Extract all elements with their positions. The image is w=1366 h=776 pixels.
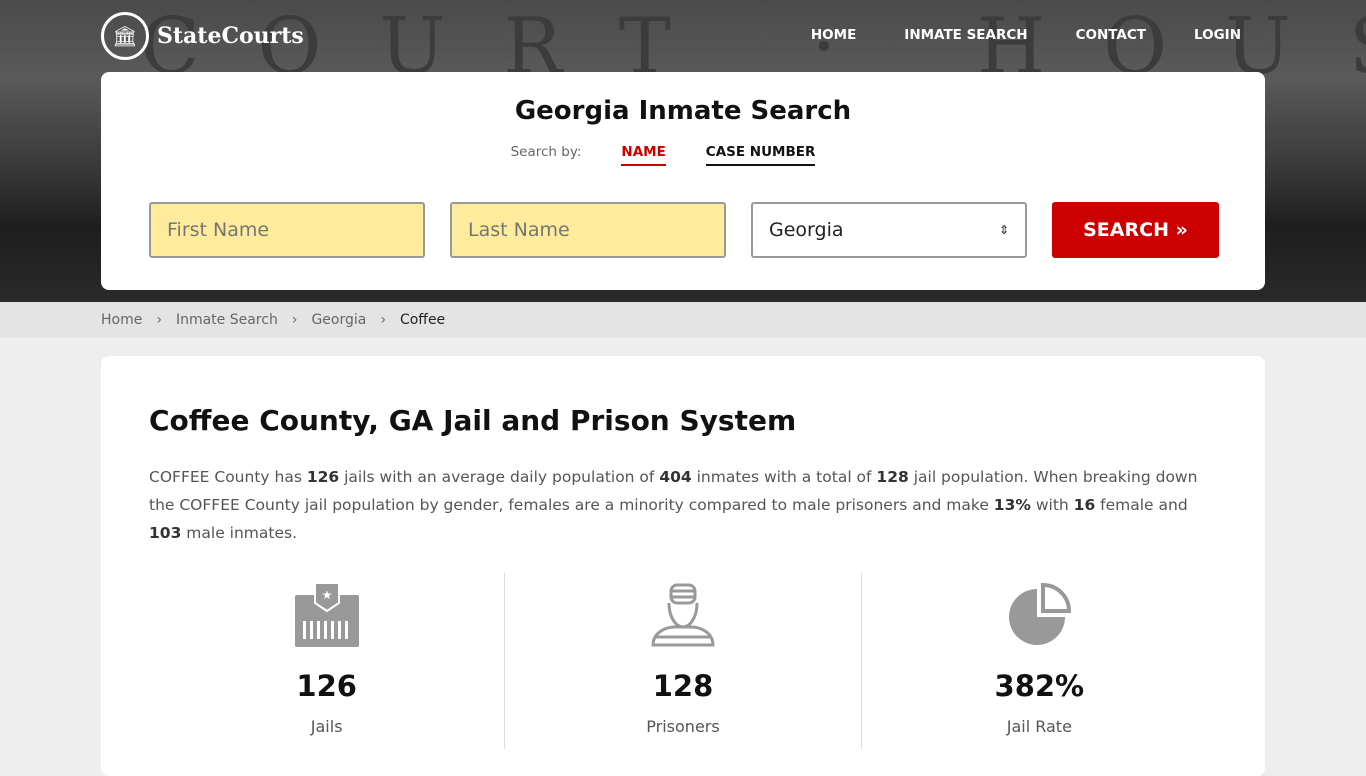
chevron-right-icon: › (380, 312, 386, 328)
crumb-current: Coffee (399, 312, 446, 328)
nav-contact[interactable]: CONTACT (1075, 27, 1146, 43)
search-by-label: Search by: (510, 144, 582, 160)
state-select[interactable]: Georgia ⇕ (751, 202, 1027, 258)
breadcrumb: Home › Inmate Search › Georgia › Coffee (0, 302, 1366, 338)
stat-prisoners: 128 Prisoners (505, 573, 862, 749)
courthouse-icon: 🏛 (101, 12, 149, 60)
stat-label: Jails (310, 717, 343, 736)
stat-value: 128 (652, 669, 714, 703)
crumb-inmate-search[interactable]: Inmate Search (175, 312, 278, 328)
first-name-input[interactable] (149, 202, 425, 258)
content-card: Coffee County, GA Jail and Prison System… (101, 356, 1265, 776)
last-name-input[interactable] (450, 202, 726, 258)
logo[interactable]: 🏛 StateCourts (101, 12, 304, 60)
crumb-georgia[interactable]: Georgia (311, 312, 367, 328)
top-nav: HOME INMATE SEARCH CONTACT LOGIN (811, 27, 1241, 43)
prisoner-icon (651, 583, 715, 647)
logo-text: StateCourts (157, 23, 304, 49)
tab-case-number[interactable]: CASE NUMBER (705, 144, 816, 166)
chevron-right-icon: › (291, 312, 298, 328)
search-title: Georgia Inmate Search (514, 96, 852, 126)
stat-value: 382% (994, 669, 1085, 703)
stat-label: Prisoners (646, 717, 720, 736)
page-title: Coffee County, GA Jail and Prison System (149, 404, 797, 437)
stat-jails: ★ 126 Jails (149, 573, 506, 749)
search-button[interactable]: SEARCH » (1052, 202, 1219, 258)
stat-jail-rate: 382% Jail Rate (862, 573, 1217, 749)
pie-chart-icon (1009, 582, 1072, 645)
stat-label: Jail Rate (1006, 717, 1072, 736)
nav-login[interactable]: LOGIN (1194, 27, 1241, 43)
state-value: Georgia (769, 219, 844, 241)
search-card: Georgia Inmate Search Search by: NAME CA… (101, 72, 1265, 290)
summary-paragraph: COFFEE County has 126 jails with an aver… (149, 468, 1198, 542)
nav-home[interactable]: HOME (810, 27, 857, 43)
jail-icon: ★ (294, 582, 359, 647)
stat-value: 126 (296, 669, 357, 703)
svg-text:★: ★ (321, 588, 332, 602)
nav-inmate-search[interactable]: INMATE SEARCH (904, 27, 1028, 43)
hero-banner: COURT · HOUSE 🏛 StateCourts HOME INMATE … (0, 0, 1366, 302)
updown-icon: ⇕ (998, 223, 1009, 237)
tab-name[interactable]: NAME (621, 144, 666, 166)
chevron-right-icon: › (156, 312, 162, 328)
crumb-home[interactable]: Home (101, 312, 143, 328)
